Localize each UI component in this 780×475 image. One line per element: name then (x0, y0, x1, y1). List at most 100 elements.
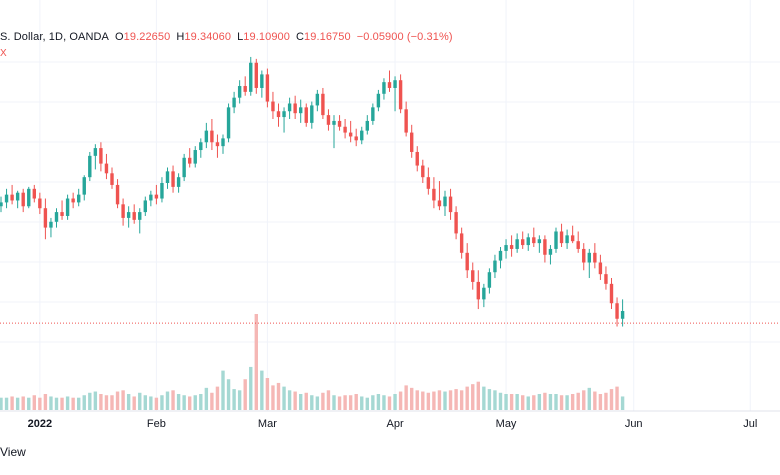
volume-bar (249, 366, 253, 410)
candle-body (82, 177, 86, 195)
volume-bar (0, 397, 3, 410)
candle-body (582, 248, 586, 263)
candle (215, 134, 220, 158)
volume-bar (199, 394, 203, 410)
volume-bar (526, 396, 530, 410)
candle (593, 243, 597, 269)
candle (421, 159, 425, 183)
volume-bar (237, 390, 242, 410)
candle (326, 109, 331, 131)
legend-sub-label: X (0, 48, 7, 59)
volume-bar (326, 390, 331, 410)
candle (226, 103, 231, 143)
candle-body (393, 80, 397, 88)
candle-body (415, 151, 419, 166)
candle (559, 223, 564, 247)
candle-body (310, 105, 314, 123)
candle-body (10, 194, 14, 201)
volume-bar (465, 386, 469, 410)
volume-bars (0, 314, 625, 410)
volume-bar (504, 394, 508, 410)
volume-bar (210, 392, 214, 410)
volume-bar (548, 394, 553, 410)
candle (498, 247, 503, 269)
candle (104, 153, 109, 180)
volume-bar (509, 394, 514, 410)
volume-bar (576, 392, 580, 410)
candle-body (620, 311, 625, 319)
volume-bar (354, 394, 358, 410)
candle-body (432, 188, 436, 201)
volume-bar (337, 396, 342, 410)
candle (454, 206, 458, 240)
legend-source: OANDA (69, 31, 109, 43)
candle-body (354, 136, 358, 141)
candle-body (576, 241, 580, 249)
volume-bar (415, 390, 419, 410)
volume-bar (154, 397, 159, 410)
candle-body (110, 173, 114, 185)
candle-body (609, 283, 614, 304)
candle (49, 217, 53, 238)
candle (77, 188, 81, 207)
volume-bar (271, 385, 275, 410)
candle-body (326, 115, 331, 125)
volume-bar (615, 386, 619, 410)
volume-bar (276, 382, 281, 410)
candle-body (121, 204, 125, 218)
candle (515, 233, 519, 253)
volume-bar (260, 370, 264, 410)
candle (365, 115, 369, 135)
candle-body (254, 62, 258, 88)
candle (99, 142, 103, 172)
candles (0, 56, 625, 327)
candle-body (104, 163, 109, 174)
candle-body (221, 138, 225, 147)
candle (493, 254, 497, 279)
candle (443, 190, 447, 216)
volume-bar (215, 386, 220, 410)
volume-bar (121, 390, 125, 410)
candle-body (532, 237, 536, 244)
candle-body (465, 252, 469, 271)
volume-bar (299, 394, 303, 410)
candle-body (382, 82, 386, 94)
candle-body (204, 130, 209, 143)
candle-body (271, 101, 275, 112)
volume-bar (398, 391, 403, 410)
volume-bar (38, 397, 42, 410)
candle-body (410, 132, 414, 152)
candle (471, 262, 475, 290)
volume-bar (4, 397, 9, 410)
candle-body (282, 111, 286, 118)
candle-body (487, 272, 492, 288)
candle (582, 243, 586, 271)
candle (287, 97, 292, 119)
volume-bar (532, 395, 536, 410)
volume-bar (304, 392, 308, 410)
candle-body (404, 109, 408, 133)
volume-bar (382, 395, 386, 410)
candle-body (387, 82, 392, 88)
candle (82, 175, 86, 201)
candle (504, 239, 508, 259)
candle-body (15, 192, 20, 201)
footer-view-link[interactable]: View (0, 445, 26, 459)
candle (71, 192, 75, 209)
candle (204, 122, 209, 149)
candle (126, 206, 131, 228)
candle-body (548, 248, 553, 255)
candle-body (210, 130, 214, 143)
candle-body (504, 245, 508, 251)
candle-body (482, 287, 486, 300)
volume-bar (15, 397, 20, 410)
candle (415, 146, 419, 172)
candle (587, 248, 591, 279)
candle (404, 101, 408, 137)
volume-bar (471, 384, 475, 410)
volume-bar (221, 370, 225, 410)
candle-body (126, 212, 131, 218)
candle (121, 198, 125, 226)
